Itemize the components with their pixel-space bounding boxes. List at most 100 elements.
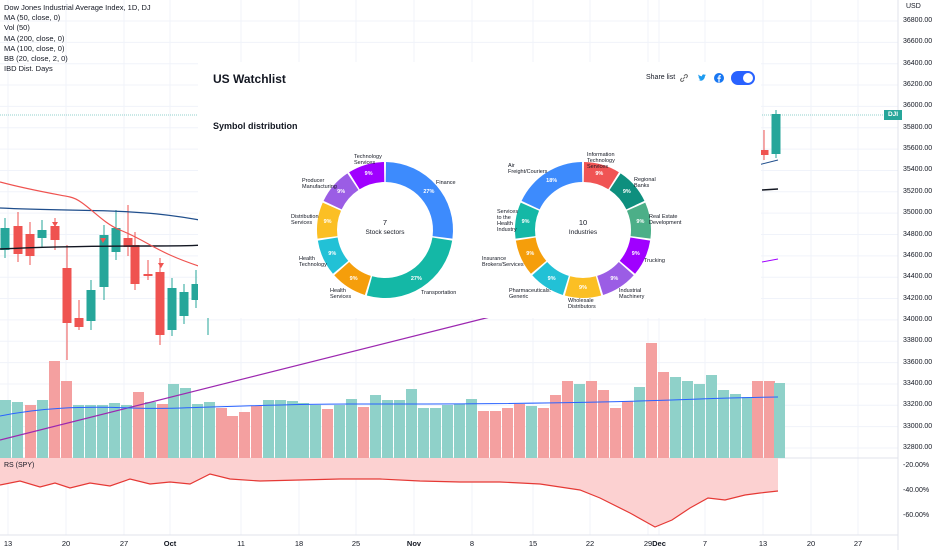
slice-percent: 18% bbox=[546, 178, 558, 185]
donut-slice bbox=[564, 276, 602, 298]
donut-slice bbox=[521, 162, 583, 210]
time-tick: 22 bbox=[585, 539, 595, 548]
twitter-icon[interactable] bbox=[696, 72, 708, 84]
legend-ibd[interactable]: IBD Dist. Days bbox=[4, 64, 53, 74]
time-tick: 7 bbox=[702, 539, 708, 548]
price-tick: 34000.00 bbox=[903, 315, 932, 323]
volume-bar bbox=[514, 404, 525, 458]
chart-title[interactable]: Dow Jones Industrial Average Index, 1D, … bbox=[4, 3, 151, 12]
slice-label: Real Estate Development bbox=[649, 214, 682, 226]
volume-bar bbox=[442, 405, 453, 458]
donut-slice bbox=[515, 202, 540, 239]
volume-bar bbox=[263, 400, 274, 458]
candle-body bbox=[130, 245, 140, 284]
volume-bar bbox=[204, 402, 215, 458]
slice-percent: 9% bbox=[323, 218, 332, 225]
volume-bar bbox=[752, 381, 763, 458]
volume-bar bbox=[180, 388, 191, 458]
legend-bb[interactable]: BB (20, close, 2, 0) bbox=[4, 54, 68, 64]
slice-percent: 27% bbox=[410, 275, 422, 282]
candle-body bbox=[771, 114, 781, 154]
time-tick: 27 bbox=[119, 539, 129, 548]
volume-bar bbox=[133, 392, 144, 458]
ibd-arrow bbox=[52, 222, 58, 227]
ibd-arrow bbox=[158, 263, 164, 268]
volume-bar bbox=[742, 397, 753, 458]
slice-label: Insurance Brokers/Services bbox=[482, 256, 524, 268]
volume-bar bbox=[598, 390, 609, 458]
slice-percent: 9% bbox=[579, 285, 587, 291]
time-tick: 20 bbox=[806, 539, 816, 548]
donut-slice bbox=[317, 202, 342, 239]
slice-percent: 9% bbox=[337, 189, 346, 196]
volume-bar bbox=[382, 400, 393, 458]
currency-label[interactable]: USD bbox=[906, 3, 921, 10]
price-tick: 34200.00 bbox=[903, 294, 932, 302]
volume-bar bbox=[418, 408, 429, 458]
rs-indicator-label[interactable]: RS (SPY) bbox=[4, 462, 35, 469]
volume-bar bbox=[682, 381, 693, 458]
slice-label: Regional Banks bbox=[634, 177, 656, 189]
slice-percent: 9% bbox=[622, 189, 631, 196]
time-tick: Dec bbox=[652, 539, 666, 548]
facebook-icon[interactable] bbox=[713, 72, 725, 84]
legend-ma200[interactable]: MA (200, close, 0) bbox=[4, 33, 65, 43]
legend-ma100[interactable]: MA (100, close, 0) bbox=[4, 43, 65, 53]
slice-label: Distribution Services bbox=[291, 214, 319, 226]
share-list-label: Share list bbox=[646, 74, 676, 81]
volume-bar bbox=[322, 409, 333, 458]
price-tick: 35400.00 bbox=[903, 166, 932, 174]
price-tick: 34600.00 bbox=[903, 251, 932, 259]
price-tick: 32800.00 bbox=[903, 444, 932, 451]
candle-body bbox=[179, 292, 189, 316]
donut-slice bbox=[597, 261, 634, 295]
volume-bar bbox=[61, 381, 72, 458]
candle-body bbox=[167, 288, 177, 330]
volume-bar bbox=[526, 406, 537, 458]
slice-label: Services to the Health Industry bbox=[497, 209, 519, 233]
symbol-distribution-heading: Symbol distribution bbox=[213, 121, 298, 131]
volume-bar bbox=[774, 383, 785, 458]
rs-line bbox=[0, 473, 779, 528]
legend-ma50[interactable]: MA (50, close, 0) bbox=[4, 13, 61, 23]
volume-bar bbox=[0, 400, 11, 458]
ma-right bbox=[761, 258, 779, 263]
volume-bar bbox=[287, 401, 298, 458]
rs-tick: -20.00% bbox=[903, 462, 930, 469]
slice-label: Health Technology bbox=[299, 256, 327, 268]
volume-bar bbox=[658, 372, 669, 458]
time-tick: 13 bbox=[3, 539, 13, 548]
volume-bar bbox=[622, 401, 633, 458]
donut-slice bbox=[619, 237, 651, 274]
volume-bar bbox=[73, 405, 84, 458]
volume-bar bbox=[334, 405, 345, 458]
volume-bar bbox=[85, 405, 96, 458]
slice-label: Transportation bbox=[421, 290, 457, 296]
legend-vol[interactable]: Vol (50) bbox=[4, 23, 30, 33]
price-tick: 36400.00 bbox=[903, 59, 932, 67]
donut-count: 10 bbox=[578, 218, 588, 227]
donut-slice bbox=[349, 162, 385, 190]
time-tick: Oct bbox=[163, 539, 177, 548]
volume-bar bbox=[192, 404, 203, 458]
volume-bar bbox=[730, 394, 741, 458]
volume-bar bbox=[121, 405, 132, 458]
volume-bar bbox=[227, 416, 238, 458]
volume-bar bbox=[586, 381, 597, 458]
price-tick: 33600.00 bbox=[903, 358, 932, 366]
volume-bar bbox=[670, 377, 681, 458]
volume-bar bbox=[478, 411, 489, 458]
donut-slice bbox=[583, 162, 619, 190]
share-toggle[interactable] bbox=[731, 71, 755, 85]
volume-bar bbox=[406, 389, 417, 458]
slice-label: Health Services bbox=[330, 288, 352, 300]
candle-body bbox=[111, 228, 121, 252]
candle-body bbox=[37, 230, 47, 238]
link-icon[interactable] bbox=[678, 72, 690, 84]
slice-label: Information Technology Services bbox=[587, 152, 615, 170]
donut-title: Stock sectors bbox=[365, 229, 405, 236]
volume-bar bbox=[550, 395, 561, 458]
slice-percent: 9% bbox=[364, 171, 373, 178]
volume-bar bbox=[394, 400, 405, 458]
volume-bar bbox=[562, 381, 573, 458]
